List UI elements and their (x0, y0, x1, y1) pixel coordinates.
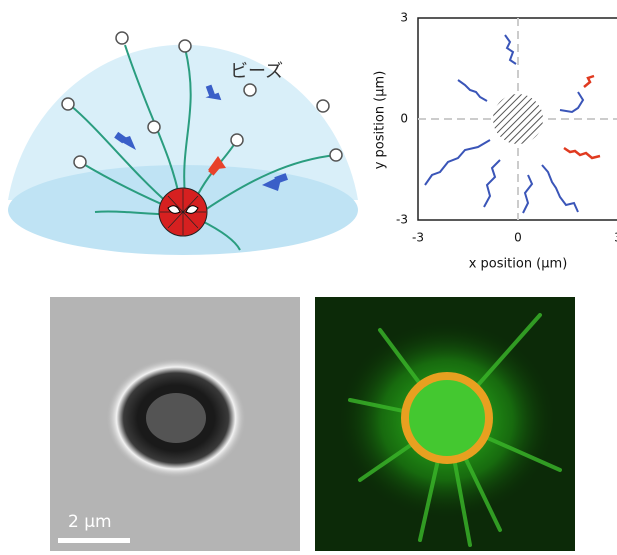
scale-bar-label: 2 μm (68, 512, 112, 532)
y-tick-label: -3 (396, 213, 408, 227)
x-tick-label: -3 (412, 231, 424, 245)
y-axis-label: y position (μm) (373, 71, 388, 170)
scale-bar (58, 538, 130, 543)
plot (418, 18, 617, 220)
x-axis-label: x position (μm) (469, 257, 568, 272)
cell-region (493, 94, 543, 144)
spider-ball (159, 188, 207, 236)
brightfield-image: 2 μm (50, 297, 300, 551)
y-tick-label: 3 (400, 11, 408, 25)
bead-label: ビーズ (230, 61, 283, 82)
figure: ビーズ y position (μm) x position (μm) 2 μm (0, 0, 617, 551)
y-tick-label: 0 (400, 112, 408, 126)
fluorescence-image (315, 297, 575, 551)
diagram: ビーズ (8, 32, 358, 255)
x-tick-label: 0 (514, 231, 522, 245)
